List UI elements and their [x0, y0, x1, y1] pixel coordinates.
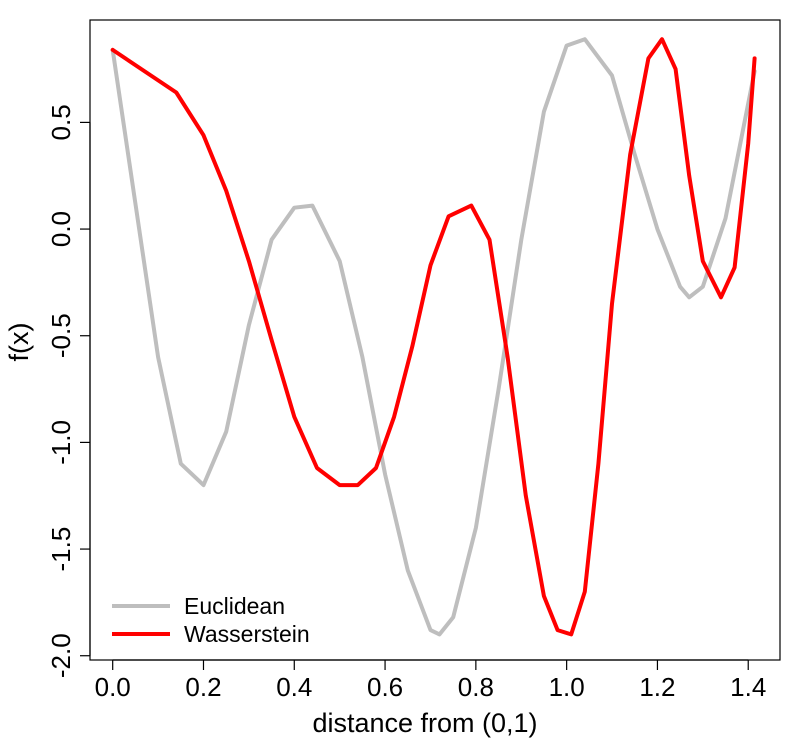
- x-axis: 0.0 0.2 0.4 0.6 0.8 1.0 1.2 1.4: [95, 659, 766, 702]
- x-tick-label: 0.2: [185, 672, 221, 702]
- y-tick-label: 0.0: [46, 211, 76, 247]
- x-tick-label: 1.4: [730, 672, 766, 702]
- legend-label-euclidean: Euclidean: [184, 593, 285, 619]
- x-tick-label: 0.0: [95, 672, 131, 702]
- y-axis: -2.0 -1.5 -1.0 -0.5 0.0 0.5: [46, 104, 91, 678]
- x-tick-label: 0.6: [367, 672, 403, 702]
- series-layer: [110, 37, 757, 637]
- y-tick-label: -0.5: [46, 313, 76, 358]
- legend-label-wasserstein: Wasserstein: [184, 621, 310, 647]
- series-line-wasserstein: [110, 37, 757, 637]
- x-tick-label: 1.0: [549, 672, 585, 702]
- x-tick-label: 1.2: [639, 672, 675, 702]
- x-tick-label: 0.4: [276, 672, 312, 702]
- y-tick-label: -1.5: [46, 527, 76, 572]
- x-tick-label: 0.8: [458, 672, 494, 702]
- y-tick-label: -1.0: [46, 420, 76, 465]
- y-tick-label: 0.5: [46, 104, 76, 140]
- y-axis-title: f(x): [4, 323, 34, 362]
- x-axis-title: distance from (0,1): [312, 708, 537, 738]
- series-line-euclidean: [110, 37, 757, 637]
- y-tick-label: -2.0: [46, 633, 76, 678]
